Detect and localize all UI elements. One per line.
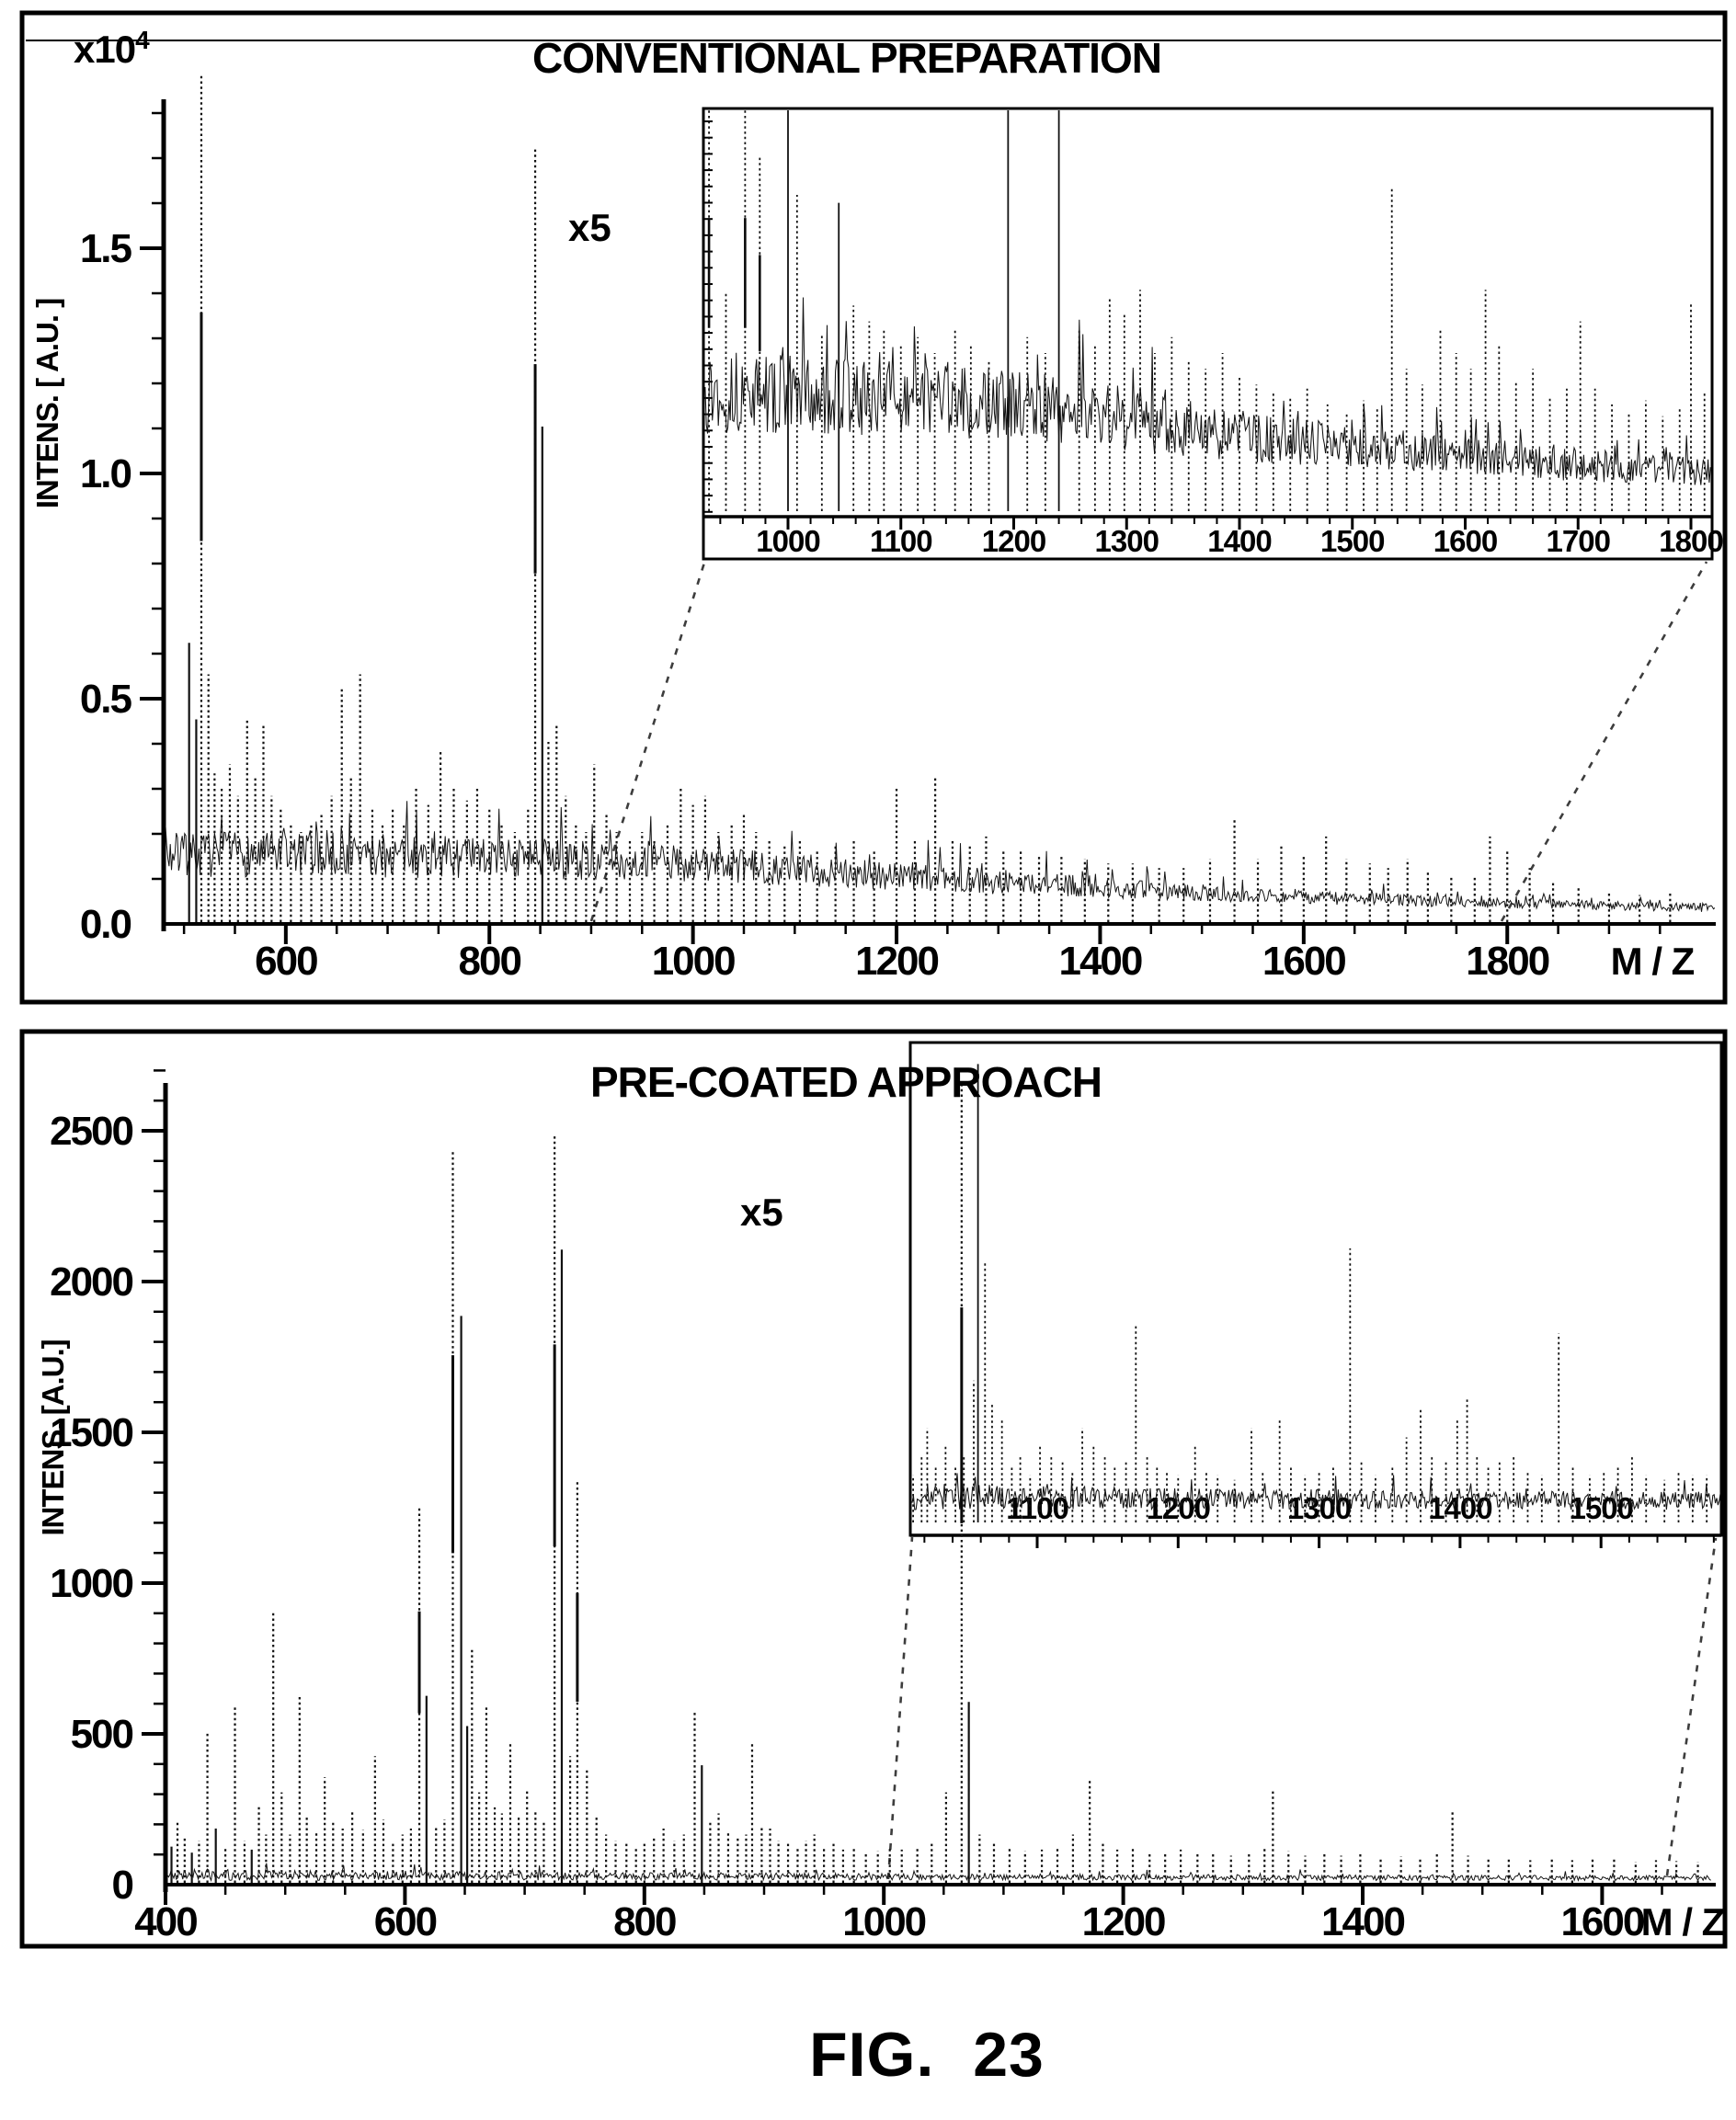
inset-border — [702, 107, 1714, 561]
svg-text:1000: 1000 — [842, 1899, 925, 1944]
bottom-panel-title: PRE-COATED APPROACH — [589, 1058, 1102, 1106]
main-spectrum — [166, 1083, 1711, 1883]
inset-connector-line — [1500, 561, 1708, 922]
svg-text:1500: 1500 — [50, 1410, 132, 1455]
magnified-inset: 1100 1200 1300 1400 1500 — [908, 1041, 1723, 1548]
top-panel-title: CONVENTIONAL PREPARATION — [532, 34, 1162, 82]
svg-text:1400: 1400 — [1207, 524, 1271, 558]
svg-text:600: 600 — [374, 1899, 437, 1944]
inset-connector-line — [886, 1536, 914, 1880]
svg-text:0.5: 0.5 — [80, 677, 132, 722]
svg-text:1800: 1800 — [1466, 939, 1548, 984]
svg-text:1500: 1500 — [1320, 524, 1384, 558]
svg-text:1000: 1000 — [756, 524, 819, 558]
inset-connector-line — [589, 559, 707, 922]
svg-text:1500: 1500 — [1569, 1491, 1632, 1525]
svg-text:400: 400 — [134, 1899, 197, 1944]
svg-text:1100: 1100 — [1006, 1491, 1068, 1525]
svg-text:1.5: 1.5 — [80, 226, 132, 271]
top-panel-plot: 0.0 0.5 1.0 1.5 600 800 1000 1200 1400 1600 1800 M … — [19, 10, 1728, 1005]
svg-text:600: 600 — [255, 939, 317, 984]
svg-text:1800: 1800 — [1659, 524, 1722, 558]
inset-connector-line — [1665, 1537, 1718, 1876]
svg-text:2000: 2000 — [50, 1259, 132, 1305]
axes: 0.0 0.5 1.0 1.5 600 800 1000 1200 1400 1600 1800 M … — [80, 99, 1716, 984]
svg-text:1000: 1000 — [652, 939, 735, 984]
top-y-axis-label: INTENS. [ A.U. ] — [30, 298, 64, 509]
bottom-panel-border — [19, 1029, 1728, 1949]
svg-text:1300: 1300 — [1095, 524, 1159, 558]
bottom-y-axis-label: INTENS. [A.U.] — [36, 1339, 70, 1536]
svg-text:1600: 1600 — [1433, 524, 1497, 558]
svg-text:1600: 1600 — [1560, 1899, 1643, 1944]
magnified-inset: 1000 1100 1200 1300 1400 1500 1600 1700 1800 — [702, 107, 1724, 561]
svg-text:1600: 1600 — [1262, 939, 1345, 984]
svg-text:1200: 1200 — [1082, 1899, 1165, 1944]
top-y-axis-multiplier: x104 — [74, 26, 150, 71]
svg-text:1000: 1000 — [50, 1561, 132, 1606]
svg-text:1.0: 1.0 — [80, 451, 131, 496]
svg-text:1200: 1200 — [982, 524, 1045, 558]
svg-text:800: 800 — [613, 1899, 676, 1944]
main-spectrum — [165, 74, 1715, 922]
svg-text:1700: 1700 — [1547, 524, 1610, 558]
top-panel-border — [19, 10, 1728, 1005]
svg-text:1400: 1400 — [1058, 939, 1141, 984]
svg-text:500: 500 — [71, 1712, 133, 1757]
svg-text:0.0: 0.0 — [80, 902, 131, 947]
svg-text:800: 800 — [459, 939, 521, 984]
figure-caption: FIG. 23 — [809, 2020, 1045, 2090]
x-axis-unit-label: M / Z — [1611, 940, 1695, 983]
svg-text:0: 0 — [112, 1863, 133, 1908]
inset-border — [908, 1041, 1723, 1537]
svg-text:2500: 2500 — [50, 1109, 132, 1154]
svg-text:1100: 1100 — [870, 524, 932, 558]
axes: 0 500 1000 1500 2000 2500 400 600 800 1000 1200 140… — [50, 1069, 1726, 1944]
svg-text:1200: 1200 — [855, 939, 938, 984]
x-axis-unit-label: M / Z — [1641, 1900, 1725, 1943]
bottom-panel-plot: 0 500 1000 1500 2000 2500 400 600 800 1000 1200 140… — [19, 1029, 1728, 1949]
bottom-inset-magnifier-label: x5 — [740, 1191, 783, 1234]
top-inset-magnifier-label: x5 — [568, 206, 611, 249]
svg-text:1400: 1400 — [1321, 1899, 1404, 1944]
